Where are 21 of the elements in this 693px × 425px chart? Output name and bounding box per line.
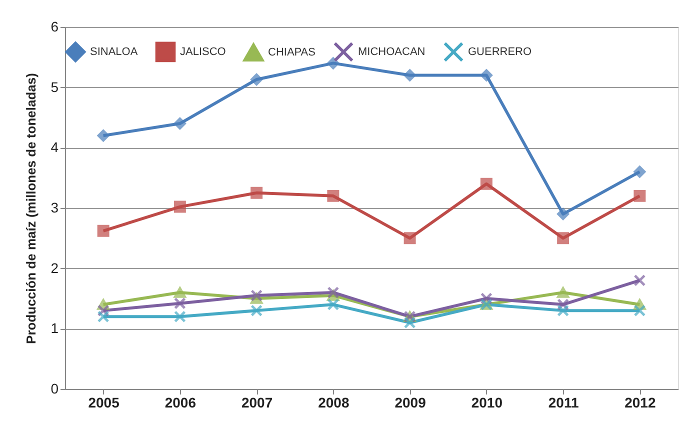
x-tick-label: 2008	[318, 394, 350, 410]
legend-label: SINALOA	[90, 46, 138, 58]
x-tick-label: 2005	[88, 394, 120, 410]
legend-label: JALISCO	[180, 46, 226, 58]
legend-label: CHIAPAS	[268, 46, 316, 58]
x-tick-label: 2006	[164, 394, 196, 410]
x-tick-label: 2007	[241, 394, 273, 410]
x-tick-label: 2009	[394, 394, 426, 410]
y-axis-title: Producción de maíz (millones de toneladas)	[24, 73, 39, 344]
y-tick-label: 3	[50, 200, 59, 216]
x-tick-label: 2011	[548, 394, 579, 410]
x-tick-label: 2012	[624, 394, 656, 410]
y-tick-label: 0	[50, 380, 59, 396]
legend-label: MICHOACAN	[358, 46, 426, 58]
y-tick-label: 1	[50, 320, 59, 336]
y-tick-label: 2	[50, 260, 59, 276]
y-tick-label: 5	[50, 78, 59, 95]
y-tick-label: 6	[50, 18, 59, 34]
y-tick-label: 4	[50, 139, 59, 156]
legend-label: GUERRERO	[468, 46, 532, 58]
x-tick-label: 2010	[471, 394, 503, 410]
